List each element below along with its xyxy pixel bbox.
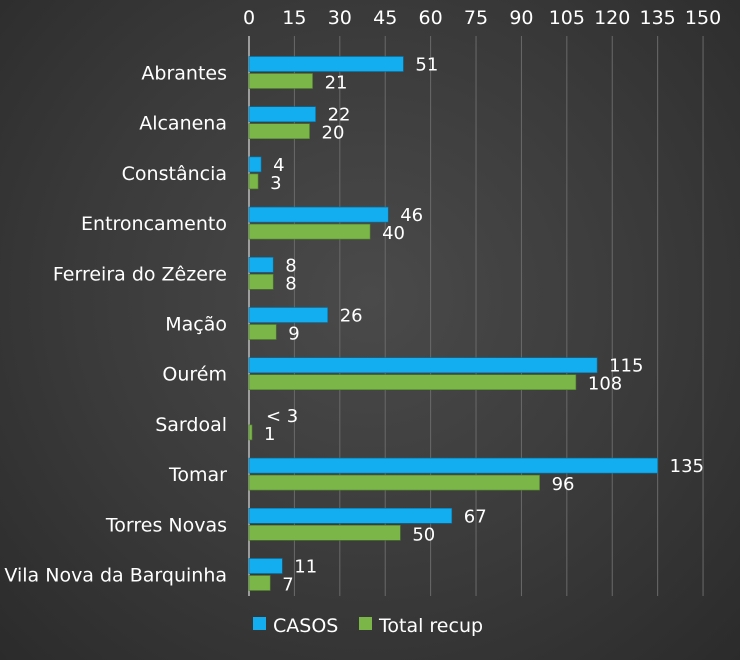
casos-data-label: 26 bbox=[340, 306, 363, 327]
x-tick-label: 45 bbox=[373, 7, 397, 29]
casos-bar bbox=[248, 156, 262, 173]
category-label: Ferreira do Zêzere bbox=[53, 263, 227, 285]
x-tick-label: 0 bbox=[243, 7, 255, 29]
total-recup-bar bbox=[248, 73, 313, 89]
total-recup-data-label: 1 bbox=[264, 424, 275, 445]
total-recup-bar bbox=[248, 223, 371, 240]
total-recup-bar bbox=[248, 374, 577, 391]
x-tick-label: 105 bbox=[549, 7, 585, 29]
total-recup-bar bbox=[248, 524, 401, 541]
total-recup-data-label: 3 bbox=[270, 173, 281, 194]
total-recup-bar bbox=[248, 474, 540, 491]
casos-bar bbox=[248, 56, 404, 72]
x-tick-label: 60 bbox=[419, 7, 443, 29]
total-recup-data-label: 9 bbox=[288, 324, 299, 345]
total-recup-data-label: 20 bbox=[322, 123, 345, 144]
casos-data-label: 8 bbox=[285, 255, 296, 276]
category-label: Torres Novas bbox=[105, 514, 227, 536]
total-recup-bar bbox=[248, 123, 310, 139]
total-recup-data-label: 8 bbox=[285, 273, 296, 294]
casos-bar bbox=[248, 558, 283, 574]
casos-bar bbox=[248, 507, 453, 524]
x-tick-label: 30 bbox=[328, 7, 352, 29]
total-recup-data-label: 96 bbox=[552, 474, 575, 495]
casos-data-label: 135 bbox=[670, 456, 704, 477]
total-recup-bar bbox=[248, 173, 259, 190]
category-label: Ourém bbox=[162, 364, 227, 386]
category-label: Sardoal bbox=[155, 414, 227, 436]
legend-swatch-casos bbox=[253, 617, 266, 630]
casos-bar bbox=[248, 357, 598, 374]
x-tick-label: 90 bbox=[509, 7, 533, 29]
category-label: Constância bbox=[122, 163, 227, 185]
casos-data-label: 67 bbox=[464, 506, 487, 527]
x-tick-label: 15 bbox=[282, 7, 306, 29]
total-recup-bar bbox=[248, 575, 271, 591]
category-label: Vila Nova da Barquinha bbox=[4, 565, 227, 587]
casos-data-label: 11 bbox=[294, 557, 317, 578]
legend-label-casos: CASOS bbox=[273, 615, 338, 637]
total-recup-bar bbox=[248, 324, 277, 340]
legend-label-total-recup: Total recup bbox=[378, 615, 483, 637]
casos-bar bbox=[248, 307, 329, 323]
category-label: Mação bbox=[165, 314, 227, 336]
legend-swatch-total-recup bbox=[359, 617, 372, 630]
casos-data-label: < 3 bbox=[266, 406, 298, 427]
total-recup-data-label: 50 bbox=[412, 524, 435, 545]
x-tick-label: 120 bbox=[594, 7, 630, 29]
casos-bar bbox=[248, 256, 274, 273]
casos-bar bbox=[248, 206, 389, 223]
total-recup-data-label: 7 bbox=[282, 575, 293, 596]
casos-data-label: 4 bbox=[273, 155, 284, 176]
casos-data-label: 22 bbox=[328, 105, 351, 126]
total-recup-data-label: 21 bbox=[325, 73, 348, 94]
total-recup-data-label: 108 bbox=[588, 374, 622, 395]
casos-data-label: 46 bbox=[400, 205, 423, 226]
total-recup-bar bbox=[248, 424, 253, 441]
category-label: Abrantes bbox=[141, 63, 227, 85]
casos-data-label: 115 bbox=[609, 356, 643, 377]
casos-bar bbox=[248, 457, 658, 474]
total-recup-bar bbox=[248, 273, 274, 290]
casos-bar bbox=[248, 106, 316, 122]
category-label: Alcanena bbox=[139, 113, 227, 135]
x-tick-label: 75 bbox=[464, 7, 488, 29]
x-tick-label: 150 bbox=[685, 7, 721, 29]
total-recup-data-label: 40 bbox=[382, 223, 405, 244]
category-label: Entroncamento bbox=[81, 213, 227, 235]
category-label: Tomar bbox=[168, 464, 227, 486]
x-tick-label: 135 bbox=[640, 7, 676, 29]
casos-data-label: 51 bbox=[415, 55, 438, 76]
